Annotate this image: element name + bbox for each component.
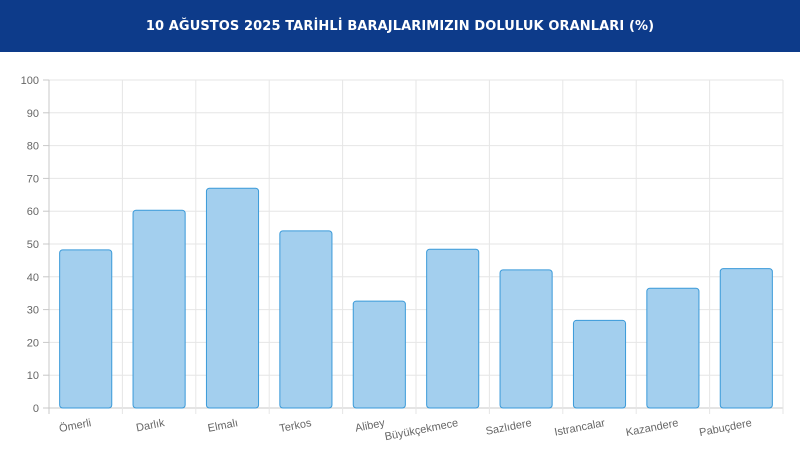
bar: [719, 268, 773, 409]
y-tick-label: 20: [27, 337, 39, 349]
bar: [205, 187, 260, 409]
x-category-label: Sazlıdere: [485, 417, 533, 438]
x-category-label: Terkos: [278, 417, 313, 435]
chart-canvas: 0 10 20 30 40 50 60 70 80 90 100 Ömerli Darlık Elmalı…: [21, 75, 784, 443]
x-category-label: Büyükçekmece: [384, 417, 460, 443]
chart-title: 10 AĞUSTOS 2025 TARİHLİ BARAJLARIMIZIN D…: [145, 18, 655, 34]
bar: [572, 319, 627, 409]
y-tick-label: 40: [27, 272, 39, 284]
chart-header: 10 AĞUSTOS 2025 TARİHLİ BARAJLARIMIZIN D…: [0, 0, 800, 52]
bar: [646, 287, 700, 409]
x-category-label: Istrancalar: [553, 417, 606, 439]
y-tick-label: 80: [27, 141, 39, 153]
y-tick-label: 70: [27, 173, 39, 185]
y-tick-label: 90: [27, 108, 39, 120]
bar: [426, 248, 480, 409]
x-category-label: Alibey: [354, 417, 386, 435]
y-tick-label: 10: [27, 370, 39, 382]
x-category-label: Pabuçdere: [698, 417, 753, 439]
y-tick-label: 100: [21, 75, 39, 87]
bar: [499, 269, 553, 409]
bar: [59, 249, 113, 409]
bar: [132, 209, 186, 409]
y-tick-label: 60: [27, 206, 39, 218]
x-category-label: Ömerli: [58, 417, 92, 435]
x-category-label: Darlık: [135, 417, 166, 434]
y-tick-label: 50: [27, 239, 39, 251]
x-category-label: Kazandere: [625, 417, 680, 439]
bar-chart: 0 10 20 30 40 50 60 70 80 90 100 Ömerli Darlık Elmalı…: [0, 52, 800, 462]
bar: [352, 300, 406, 409]
y-tick-label: 0: [33, 403, 39, 415]
x-category-label: Elmalı: [207, 417, 239, 435]
y-tick-label: 30: [27, 305, 39, 317]
bar: [279, 230, 333, 409]
